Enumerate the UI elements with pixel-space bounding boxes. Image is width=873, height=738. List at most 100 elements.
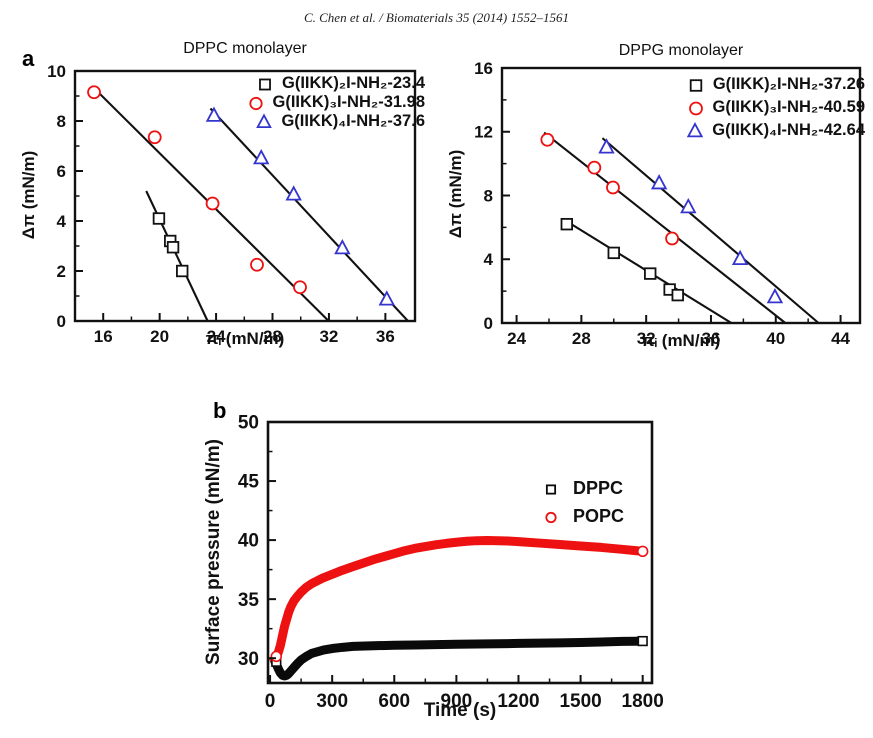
y-tick-label: 10 — [47, 62, 66, 81]
x-tick-label: 36 — [376, 327, 395, 346]
x-tick-label: 36 — [702, 329, 721, 348]
legend-circle-icon — [688, 101, 703, 115]
square-marker-icon — [671, 288, 684, 302]
circle-marker-icon — [636, 545, 649, 558]
square-marker-icon — [689, 78, 703, 92]
fit-line — [145, 190, 209, 322]
legend-label: G(IIKK)₂I-NH₂-23.4 — [281, 74, 425, 92]
y-tick-label: 4 — [484, 250, 494, 269]
y-tick-label: 0 — [57, 312, 66, 331]
y-tick-label: 6 — [57, 162, 66, 181]
legend-label: DPPC — [573, 478, 624, 498]
y-tick-label: 0 — [484, 314, 493, 333]
y-tick-label: 35 — [238, 590, 260, 611]
chart-adsorption-kinetics: 0 300 600 900 1200 1500 1800 30 35 40 45 50 — [238, 413, 664, 712]
circle-marker-icon — [587, 160, 602, 175]
legend-item: G(IIKK)₂I-NH₂-37.26 — [686, 75, 865, 94]
triangle-marker-icon — [650, 174, 668, 190]
kinetics-chart-legend: DPPC POPC — [541, 478, 624, 527]
data-curve — [269, 636, 648, 681]
square-marker-icon — [644, 267, 657, 280]
square-marker-icon — [545, 483, 557, 495]
dppc-chart-title: DPPC monolayer — [183, 40, 307, 57]
square-marker-icon — [259, 78, 271, 90]
legend-item: POPC — [541, 506, 624, 527]
x-tick-label: 44 — [831, 329, 850, 348]
y-tick-label: 12 — [474, 123, 493, 142]
x-tick-label: 1200 — [497, 691, 539, 712]
fit-line — [209, 107, 409, 322]
time-axis-label: Time (s) — [423, 700, 497, 721]
panel-b-label: b — [213, 398, 227, 423]
x-tick-label: 40 — [766, 329, 785, 348]
dppg-chart-legend: G(IIKK)₂I-NH₂-37.26 G(IIKK)₃I-NH₂-40.59 G(… — [685, 75, 865, 140]
circle-marker-icon — [665, 231, 679, 246]
surface-pressure-axis-label: Surface pressure (mN/m) — [203, 439, 224, 665]
dppc-x-axis-label: πᵢ (mN/m) — [205, 329, 285, 348]
x-tick-label: 1500 — [559, 691, 601, 712]
x-tick-label: 28 — [263, 327, 282, 346]
y-tick-label: 2 — [57, 262, 66, 281]
legend-square-icon — [259, 78, 271, 90]
square-marker-icon — [152, 212, 166, 225]
dppc-y-axis-label: Δπ (mN/m) — [19, 150, 38, 240]
circle-marker-icon — [545, 511, 557, 523]
chart-dppg-monolayer: 24 28 32 36 40 44 0 4 8 12 16 — [474, 59, 862, 348]
legend-label: G(IIKK)₂I-NH₂-37.26 — [712, 75, 865, 93]
dppg-y-axis-label: Δπ (mN/m) — [446, 149, 465, 239]
circle-marker-icon — [606, 180, 620, 195]
dppg-x-axis-label: πᵢ (mN/m) — [641, 331, 721, 350]
circle-marker-icon — [205, 196, 220, 211]
dppg-chart-title: DPPG monolayer — [618, 42, 744, 59]
circle-marker-icon — [250, 257, 264, 272]
x-tick-label: 32 — [319, 327, 338, 346]
y-tick-label: 40 — [238, 531, 259, 552]
panel-a-label: a — [22, 46, 35, 71]
square-marker-icon — [166, 241, 180, 254]
circle-marker-icon — [540, 132, 555, 147]
triangle-marker-icon — [598, 138, 615, 154]
circle-marker-icon — [688, 101, 703, 115]
legend-square-icon — [545, 483, 557, 495]
legend-item: G(IIKK)₃I-NH₂-40.59 — [686, 98, 865, 117]
legend-item: G(IIKK)₂I-NH₂-23.4 — [255, 74, 425, 93]
y-tick-label: 45 — [238, 472, 260, 493]
square-marker-icon — [176, 264, 189, 278]
triangle-marker-icon — [285, 185, 302, 201]
x-tick-label: 300 — [316, 691, 348, 712]
triangle-marker-icon — [680, 197, 697, 214]
legend-triangle-icon — [256, 112, 273, 128]
circle-marker-icon — [87, 85, 101, 100]
axis-frame — [266, 420, 654, 685]
legend-item: G(IIKK)₄I-NH₂-37.6 — [254, 112, 425, 131]
data-curve — [269, 535, 648, 664]
legend-circle-icon — [545, 511, 557, 523]
dppc-chart-legend: G(IIKK)₂I-NH₂-23.4 G(IIKK)₃I-NH₂-31.98 G(I… — [246, 74, 425, 131]
circle-marker-icon — [293, 280, 307, 295]
x-tick-label: 900 — [441, 691, 473, 712]
triangle-marker-icon — [687, 121, 704, 137]
y-tick-label: 16 — [474, 59, 493, 78]
y-tick-label: 30 — [238, 649, 259, 670]
y-tick-label: 50 — [238, 413, 259, 434]
circle-marker-icon — [147, 130, 162, 145]
x-tick-label: 16 — [94, 327, 113, 346]
x-tick-label: 600 — [378, 691, 410, 712]
x-tick-label: 24 — [207, 327, 226, 346]
triangle-marker-icon — [253, 148, 270, 165]
y-tick-label: 8 — [57, 112, 66, 131]
legend-square-icon — [689, 78, 703, 92]
legend-label: G(IIKK)₃I-NH₂-40.59 — [712, 98, 865, 116]
triangle-marker-icon — [205, 106, 223, 122]
fit-line — [601, 137, 820, 324]
legend-label: G(IIKK)₃I-NH₂-31.98 — [272, 93, 425, 111]
triangle-marker-icon — [766, 287, 784, 304]
journal-citation: C. Chen et al. / Biomaterials 35 (2014) … — [303, 10, 570, 25]
legend-label: POPC — [573, 506, 625, 526]
triangle-marker-icon — [378, 290, 395, 306]
circle-marker-icon — [270, 650, 283, 663]
y-tick-label: 8 — [484, 186, 493, 205]
